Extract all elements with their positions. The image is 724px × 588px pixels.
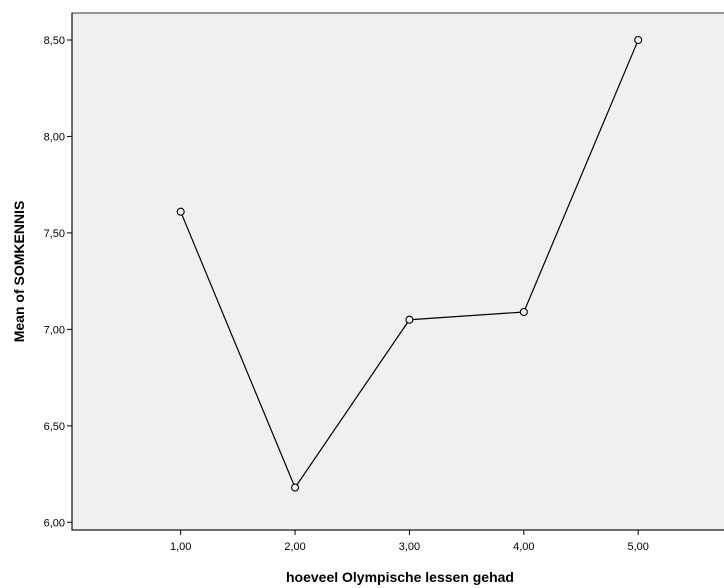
x-tick-label: 2,00 [284, 541, 305, 553]
y-tick-label: 7,00 [44, 324, 65, 336]
data-point [291, 483, 300, 492]
plot-area [71, 12, 724, 531]
y-tick-label: 6,00 [44, 517, 65, 529]
data-point [519, 307, 528, 317]
x-axis-title: hoeveel Olympische lessen gehad [286, 569, 514, 585]
y-tick-label: 7,50 [44, 228, 65, 240]
y-tick-label: 8,50 [44, 35, 65, 47]
data-point [634, 35, 643, 45]
y-axis-title: Mean of SOMKENNIS [11, 201, 27, 343]
y-axis-ticks: 6,00 6,50 7,00 7,50 8,00 8,50 [44, 35, 72, 529]
series-layer [176, 35, 643, 492]
x-axis-ticks: 1,00 2,00 3,00 4,00 5,00 [170, 530, 649, 553]
x-tick-label: 1,00 [170, 541, 191, 553]
y-tick-label: 8,00 [44, 131, 65, 143]
data-point [176, 207, 185, 216]
x-tick-label: 3,00 [399, 541, 420, 553]
y-tick-label: 6,50 [44, 421, 65, 433]
x-tick-label: 4,00 [513, 541, 534, 553]
x-tick-label: 5,00 [627, 541, 648, 553]
data-point [405, 315, 414, 324]
